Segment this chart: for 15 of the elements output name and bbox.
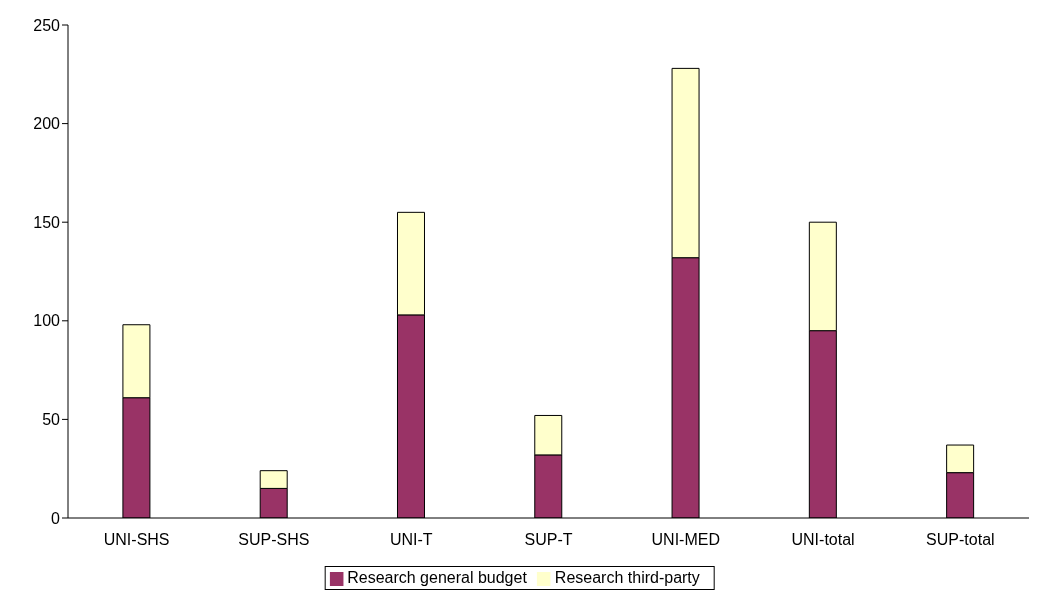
y-tick-label: 200 <box>33 115 61 133</box>
legend-label: Research general budget <box>347 569 527 586</box>
x-tick-label: UNI-MED <box>651 531 720 549</box>
y-tick-label: 150 <box>33 213 61 231</box>
legend-label: Research third-party <box>554 569 700 586</box>
x-tick-label: SUP-T <box>524 531 573 549</box>
y-tick-label: 250 <box>33 16 61 34</box>
y-tick-label: 0 <box>51 509 61 527</box>
x-tick-label: SUP-total <box>926 531 995 549</box>
x-tick-label: UNI-T <box>389 531 433 549</box>
x-tick-label: UNI-SHS <box>103 531 170 549</box>
y-tick-label: 50 <box>42 411 61 429</box>
x-tick-label: UNI-total <box>791 531 855 549</box>
y-tick-label: 100 <box>33 312 61 330</box>
x-tick-label: SUP-SHS <box>238 531 310 549</box>
